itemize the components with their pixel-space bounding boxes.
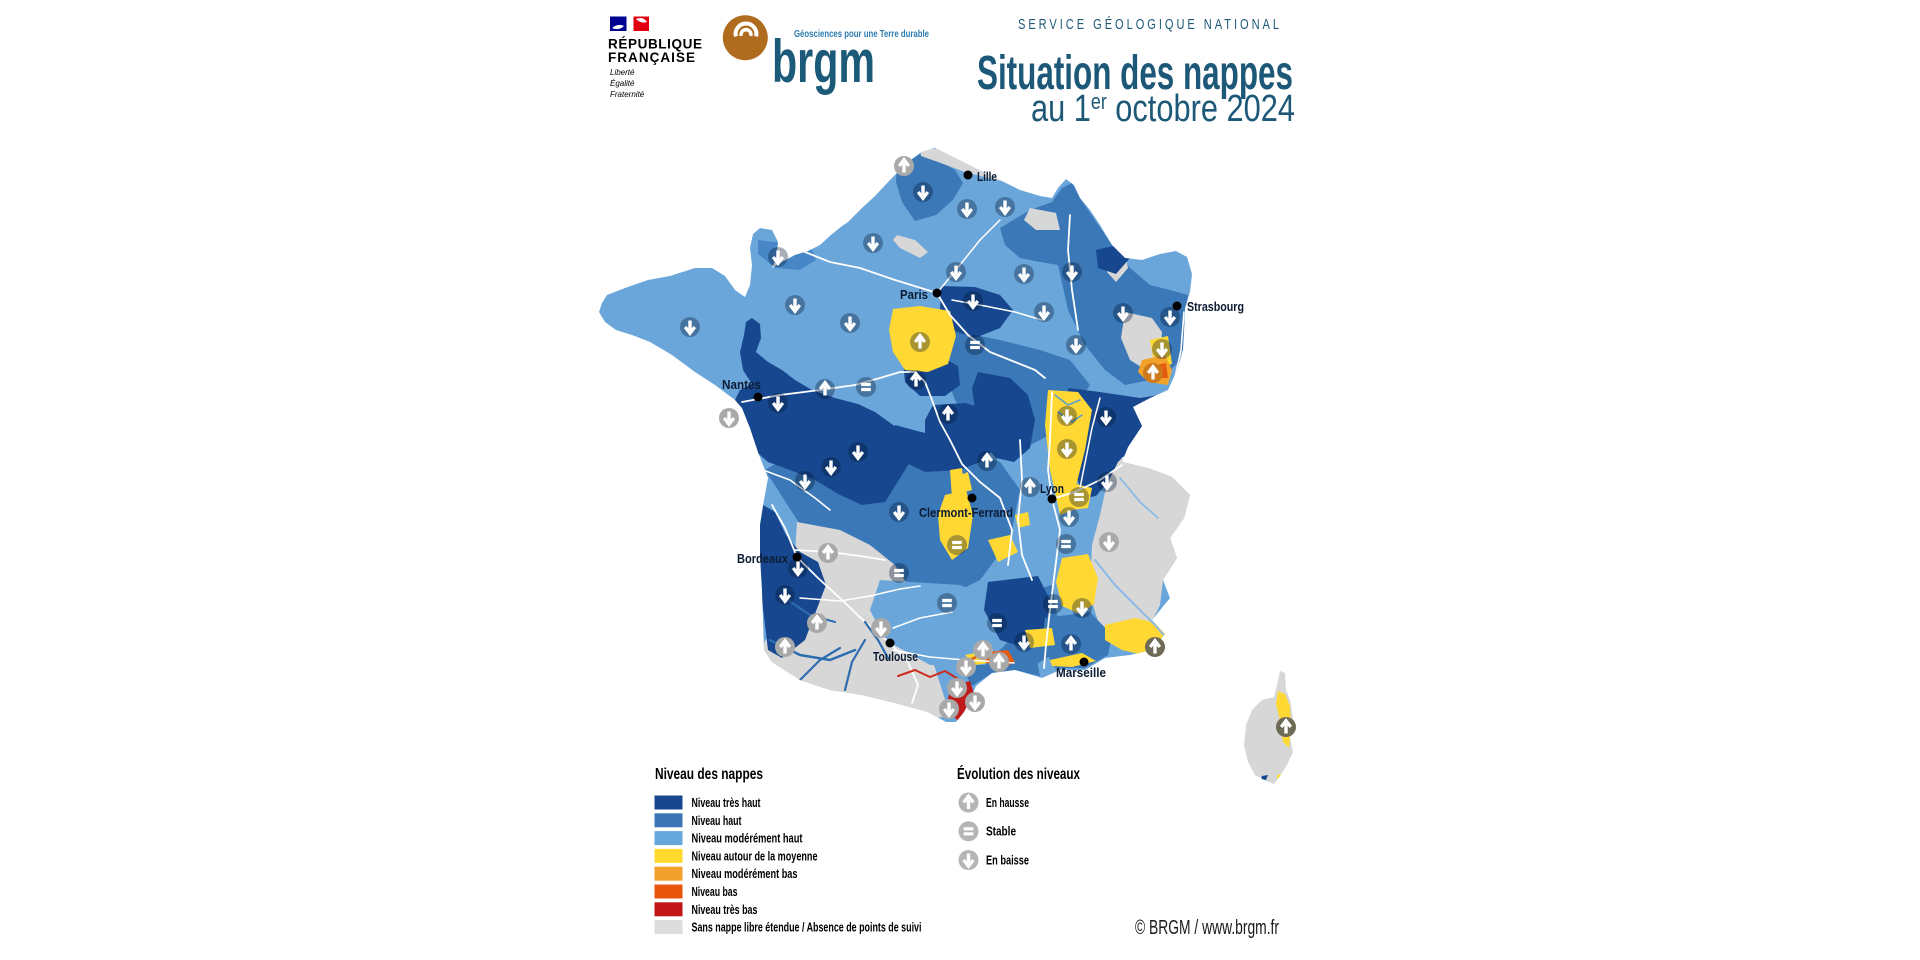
- svg-text:Niveau bas: Niveau bas: [692, 885, 738, 899]
- svg-text:Lyon: Lyon: [1040, 482, 1064, 496]
- svg-text:Situation des nappes: Situation des nappes: [977, 47, 1293, 100]
- svg-text:Liberté: Liberté: [610, 68, 635, 77]
- svg-text:Niveau très haut: Niveau très haut: [692, 796, 762, 810]
- svg-text:Égalité: Égalité: [610, 79, 635, 88]
- svg-text:Niveau haut: Niveau haut: [692, 814, 743, 828]
- svg-text:En hausse: En hausse: [986, 796, 1029, 810]
- svg-text:Nantes: Nantes: [722, 378, 761, 392]
- svg-text:Sans nappe libre étendue / Abs: Sans nappe libre étendue / Absence de po…: [692, 921, 922, 935]
- svg-text:brgm: brgm: [772, 28, 875, 95]
- svg-text:Fraternité: Fraternité: [610, 90, 645, 99]
- svg-text:Évolution des niveaux: Évolution des niveaux: [957, 766, 1080, 783]
- svg-text:SERVICE GÉOLOGIQUE NATIONAL: SERVICE GÉOLOGIQUE NATIONAL: [1018, 16, 1282, 33]
- svg-text:FRANÇAISE: FRANÇAISE: [608, 50, 695, 65]
- svg-text:Lille: Lille: [977, 170, 997, 184]
- svg-text:En baisse: En baisse: [986, 854, 1029, 868]
- svg-text:Niveau modérément haut: Niveau modérément haut: [692, 832, 804, 846]
- svg-text:au 1er octobre 2024: au 1er octobre 2024: [1031, 88, 1295, 130]
- svg-text:Niveau modérément bas: Niveau modérément bas: [692, 867, 798, 881]
- svg-text:Toulouse: Toulouse: [873, 650, 918, 664]
- svg-text:RÉPUBLIQUE: RÉPUBLIQUE: [608, 37, 702, 52]
- svg-text:Marseille: Marseille: [1056, 666, 1106, 680]
- svg-text:Bordeaux: Bordeaux: [737, 552, 788, 566]
- svg-text:© BRGM / www.brgm.fr: © BRGM / www.brgm.fr: [1135, 917, 1279, 939]
- svg-text:Strasbourg: Strasbourg: [1187, 300, 1244, 314]
- svg-text:Géosciences pour une Terre dur: Géosciences pour une Terre durable: [794, 28, 929, 40]
- svg-text:Niveau des nappes: Niveau des nappes: [655, 766, 763, 783]
- svg-text:Niveau autour de la moyenne: Niveau autour de la moyenne: [692, 849, 818, 863]
- svg-text:Clermont-Ferrand: Clermont-Ferrand: [919, 506, 1013, 520]
- svg-text:Niveau très bas: Niveau très bas: [692, 903, 758, 917]
- svg-text:Stable: Stable: [986, 825, 1016, 839]
- svg-text:Paris: Paris: [900, 288, 928, 302]
